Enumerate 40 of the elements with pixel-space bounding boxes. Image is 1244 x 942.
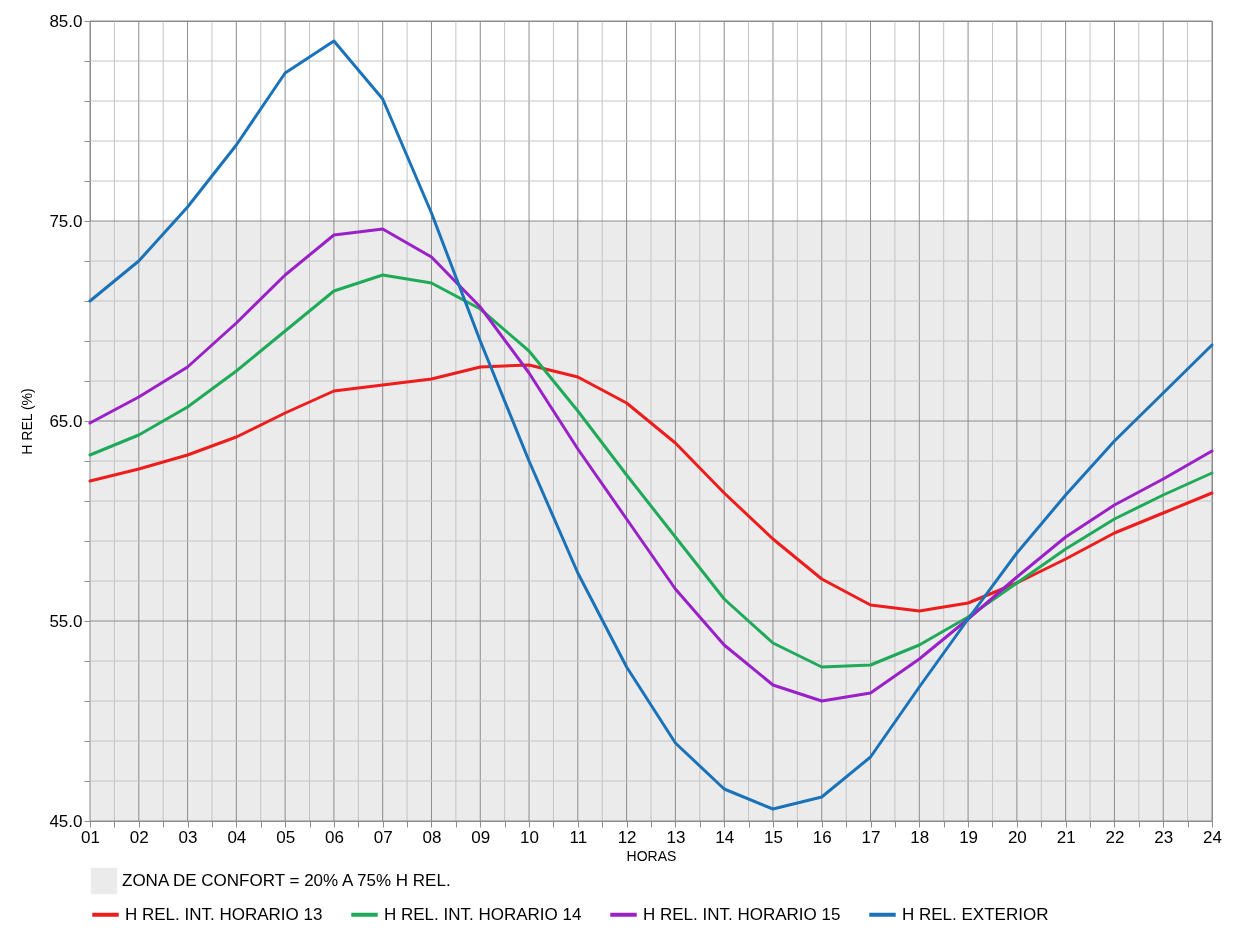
x-axis-title: HORAS [626,847,677,864]
y-tick-label: 85.0 [49,11,83,31]
x-tick-label: 22 [1105,827,1125,847]
legend-label: H REL. INT. HORARIO 14 [384,904,582,924]
legend-label: ZONA DE CONFORT = 20% A 75% H REL. [122,871,451,890]
x-tick-label: 11 [569,827,588,847]
x-tick-label: 09 [471,827,491,847]
x-tick-label: 02 [129,827,149,847]
x-tick-label: 24 [1203,827,1222,847]
x-tick-label: 07 [373,827,393,847]
legend-label: H REL. EXTERIOR [902,904,1049,924]
x-tick-label: 19 [959,827,979,847]
legend-label: H REL. INT. HORARIO 15 [643,904,841,924]
x-tick-label: 17 [861,827,881,847]
x-tick-label: 08 [422,827,442,847]
y-tick-label: 55.0 [49,611,83,631]
x-tick-label: 10 [520,827,539,847]
x-tick-label: 14 [715,827,735,847]
x-tick-label: 23 [1154,827,1174,847]
x-tick-label: 13 [666,827,686,847]
x-tick-label: 16 [812,827,832,847]
x-tick-label: 12 [617,827,637,847]
line-series [88,39,1214,811]
x-tick-label: 05 [276,827,296,847]
y-tick-label: 65.0 [49,411,83,431]
x-tick-label: 03 [178,827,198,847]
x-tick-label: 15 [764,827,783,847]
x-tick-label: 01 [81,827,100,847]
line-series [88,227,1214,703]
y-tick-label: 45.0 [49,811,83,831]
y-axis-title: H REL (%) [19,388,36,455]
x-tick-label: 20 [1007,827,1027,847]
x-tick-label: 18 [910,827,930,847]
x-tick-label: 04 [227,827,247,847]
line-series [88,363,1214,613]
x-tick-label: 21 [1056,827,1076,847]
x-tick-label: 06 [324,827,344,847]
line-series [88,273,1214,669]
legend-label: H REL. INT. HORARIO 13 [125,904,323,924]
y-tick-label: 75.0 [49,211,83,231]
